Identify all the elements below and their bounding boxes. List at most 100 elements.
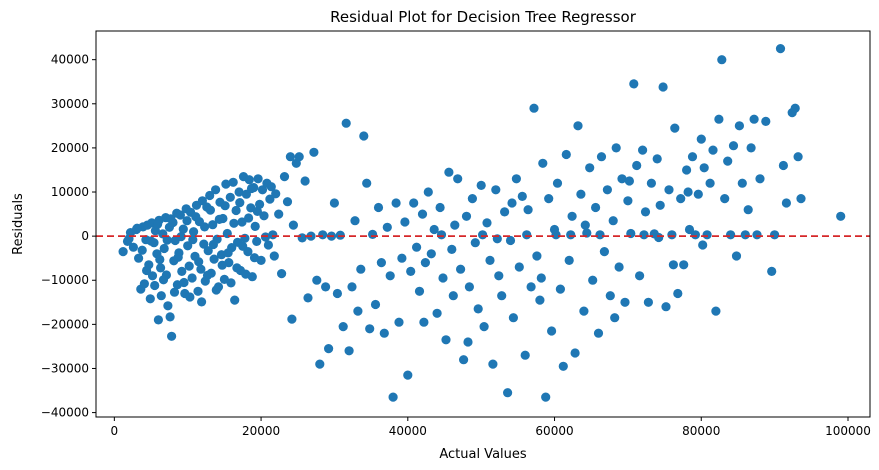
data-point [179,277,189,288]
data-point [177,266,187,276]
data-point [444,167,454,177]
data-point [699,163,709,173]
data-point [321,282,331,292]
data-point [188,235,198,245]
data-point [517,191,527,201]
data-point [279,172,290,182]
data-point [463,337,473,347]
data-point [551,230,561,240]
data-point [191,212,201,222]
data-point [184,261,194,271]
data-point [624,176,635,186]
data-point [382,222,392,232]
data-point [197,297,207,307]
data-point [205,190,215,201]
data-point [232,263,242,273]
data-point [153,315,163,325]
data-point [614,262,624,272]
x-tick-label: 20000 [242,424,280,438]
data-point [720,194,730,204]
data-point [263,240,273,250]
data-point [403,370,413,380]
data-point [162,235,172,245]
data-point [271,189,281,199]
data-point [394,317,404,327]
data-point [259,211,269,221]
data-point [635,271,645,281]
data-point [536,273,546,283]
data-point [711,306,721,316]
data-point [199,239,209,249]
data-point [412,242,422,252]
data-point [654,232,664,243]
data-point [200,222,210,232]
x-tick-label: 0 [111,424,119,438]
plot-frame [95,30,871,418]
data-point [253,174,263,184]
data-point [235,198,245,208]
data-point [482,218,492,228]
x-tick-label: 40000 [389,424,427,438]
data-point [453,174,463,184]
x-axis-ticks: 0 20000 40000 60000 80000 100000 [111,417,871,438]
data-point [409,198,419,208]
data-point [400,217,410,227]
data-point [250,221,260,231]
data-point [611,143,621,153]
data-point [667,230,677,240]
data-point [790,103,800,113]
data-point [450,220,460,230]
data-point [476,180,486,190]
data-point [385,271,395,281]
data-point [338,322,348,332]
data-point [464,282,474,292]
y-tick-label: −30000 [41,361,89,375]
data-point [705,178,715,188]
data-point [297,233,307,243]
data-point [479,322,489,332]
data-point [617,174,627,184]
data-point [414,286,425,296]
data-point [793,152,803,162]
data-point [447,244,457,254]
data-point [467,194,477,204]
data-point [737,178,747,188]
data-point [731,251,742,261]
data-point [491,185,501,195]
data-point [564,255,574,265]
data-point [166,214,176,224]
data-point [426,249,436,259]
data-point [591,202,601,213]
data-point [194,257,204,267]
data-point [391,198,401,208]
data-point [585,163,595,173]
data-point [220,201,230,211]
data-point [702,230,712,240]
data-point [781,198,792,208]
data-point [359,131,369,141]
data-point [406,266,416,276]
data-point [544,194,554,204]
data-point [558,361,568,371]
data-point [193,286,203,296]
data-point [142,265,152,276]
data-point [755,174,765,184]
data-point [541,392,551,402]
y-axis-ticks: −40000 −30000 −20000 −10000 0 10000 20000 30000… [41,53,96,420]
data-point [244,213,254,223]
data-point [229,218,239,228]
data-point [746,143,756,153]
data-point [723,156,733,166]
data-point [507,198,517,208]
data-point [632,160,642,171]
data-point [532,251,542,261]
data-point [241,269,251,279]
data-point [520,350,530,360]
data-point [580,220,590,230]
data-point [150,280,160,291]
data-point [368,229,378,239]
data-point [287,314,297,324]
data-point [132,223,142,233]
data-point [679,260,689,270]
data-point [185,292,195,302]
